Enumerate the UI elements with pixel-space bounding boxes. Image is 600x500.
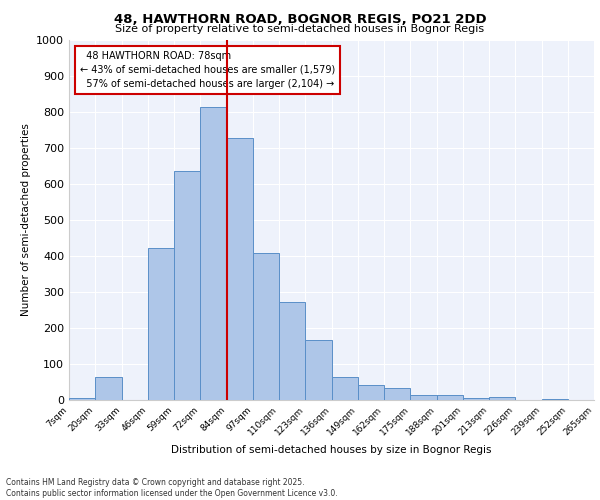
Y-axis label: Number of semi-detached properties: Number of semi-detached properties bbox=[20, 124, 31, 316]
Bar bbox=[463, 398, 489, 400]
Bar bbox=[279, 302, 305, 400]
Text: 48 HAWTHORN ROAD: 78sqm
← 43% of semi-detached houses are smaller (1,579)
  57% : 48 HAWTHORN ROAD: 78sqm ← 43% of semi-de… bbox=[79, 51, 335, 89]
Bar bbox=[358, 385, 384, 400]
Text: 48, HAWTHORN ROAD, BOGNOR REGIS, PO21 2DD: 48, HAWTHORN ROAD, BOGNOR REGIS, PO21 2D… bbox=[113, 13, 487, 26]
Bar bbox=[200, 106, 227, 400]
Bar bbox=[95, 378, 121, 400]
Bar bbox=[384, 388, 410, 400]
Bar bbox=[437, 394, 463, 400]
X-axis label: Distribution of semi-detached houses by size in Bognor Regis: Distribution of semi-detached houses by … bbox=[171, 446, 492, 456]
Bar bbox=[489, 397, 515, 400]
Bar bbox=[174, 172, 200, 400]
Bar bbox=[148, 248, 174, 400]
Bar bbox=[253, 253, 279, 400]
Text: Contains HM Land Registry data © Crown copyright and database right 2025.
Contai: Contains HM Land Registry data © Crown c… bbox=[6, 478, 338, 498]
Bar bbox=[69, 398, 95, 400]
Bar bbox=[542, 399, 568, 400]
Text: Size of property relative to semi-detached houses in Bognor Regis: Size of property relative to semi-detach… bbox=[115, 24, 485, 34]
Bar bbox=[305, 340, 331, 400]
Bar bbox=[331, 378, 358, 400]
Bar bbox=[227, 138, 253, 400]
Bar bbox=[410, 394, 437, 400]
